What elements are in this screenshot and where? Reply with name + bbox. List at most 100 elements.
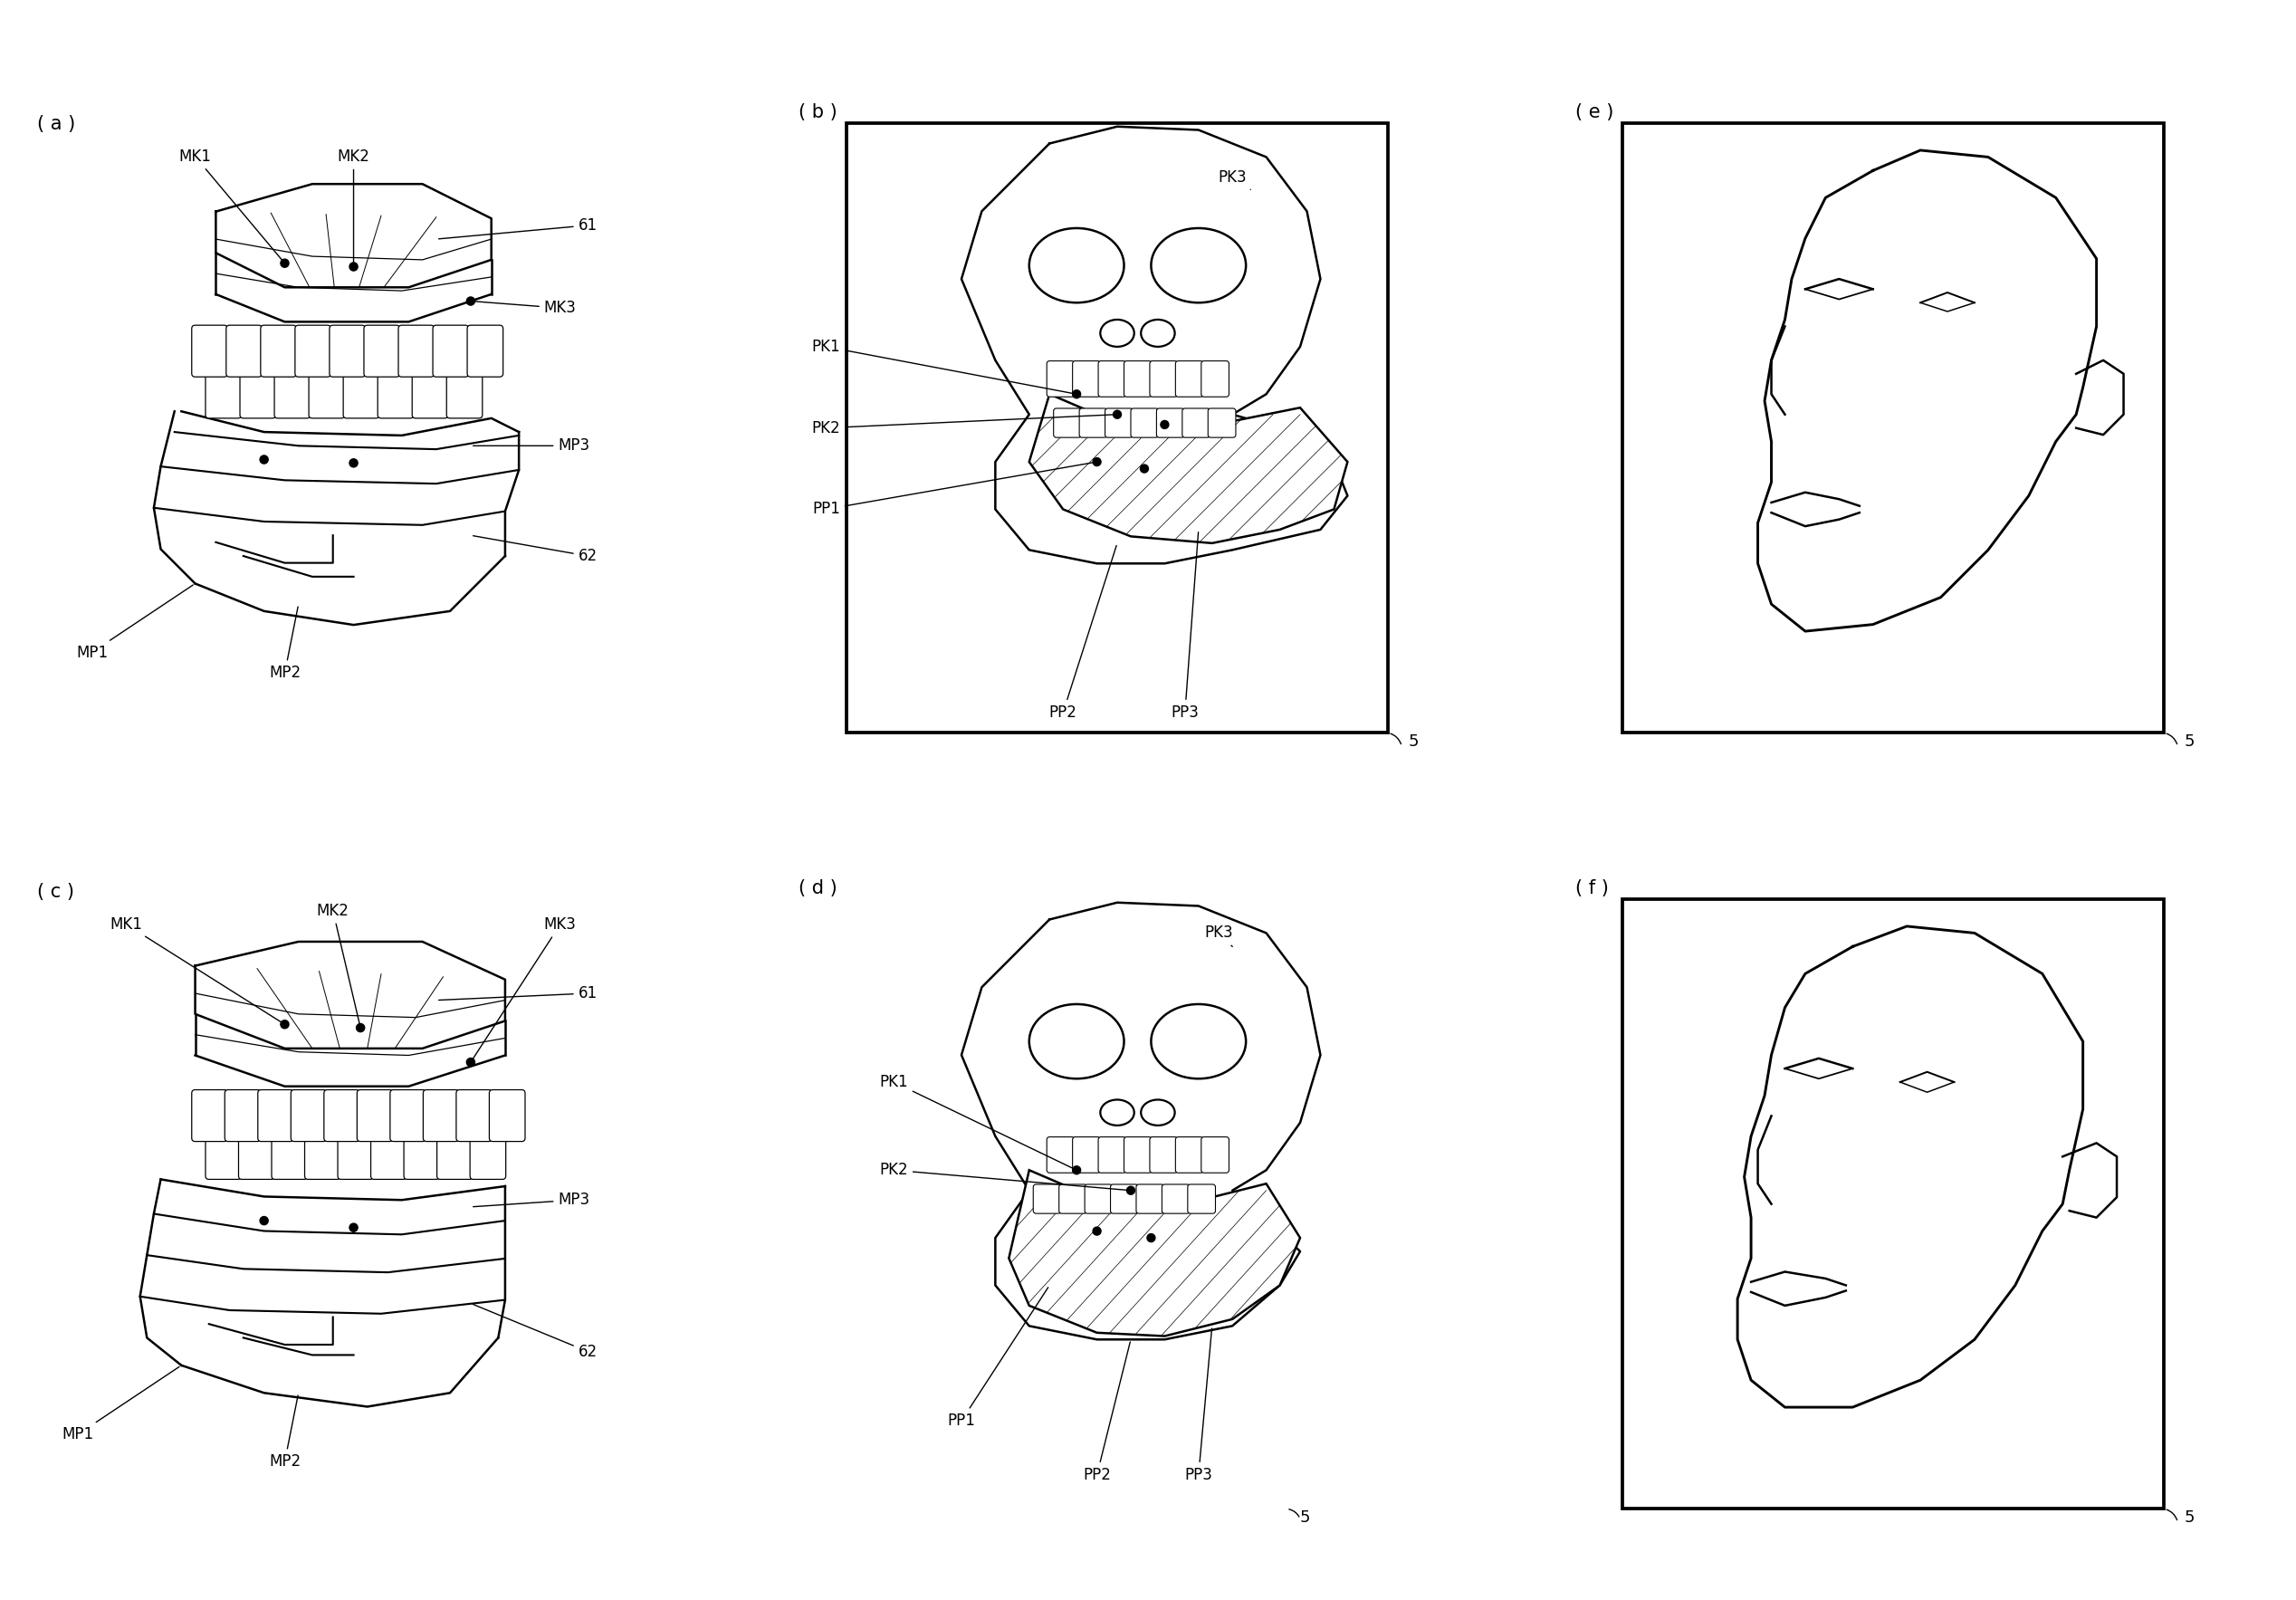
FancyBboxPatch shape <box>1201 1138 1228 1173</box>
FancyBboxPatch shape <box>1047 1138 1075 1173</box>
Text: PK3: PK3 <box>1205 925 1233 947</box>
FancyBboxPatch shape <box>1182 408 1210 437</box>
Text: PP2: PP2 <box>1084 1342 1130 1483</box>
FancyBboxPatch shape <box>344 373 379 418</box>
Text: MK2: MK2 <box>338 149 370 264</box>
FancyBboxPatch shape <box>1157 408 1185 437</box>
Text: PP3: PP3 <box>1171 533 1199 720</box>
FancyBboxPatch shape <box>193 1090 227 1141</box>
Circle shape <box>349 459 358 467</box>
FancyBboxPatch shape <box>457 1090 491 1141</box>
FancyBboxPatch shape <box>1125 1138 1153 1173</box>
FancyBboxPatch shape <box>1130 408 1159 437</box>
Text: 62: 62 <box>473 1304 597 1360</box>
FancyBboxPatch shape <box>308 373 344 418</box>
FancyBboxPatch shape <box>1104 408 1132 437</box>
FancyBboxPatch shape <box>1079 408 1107 437</box>
FancyBboxPatch shape <box>239 373 276 418</box>
FancyBboxPatch shape <box>1111 1184 1139 1213</box>
Text: 5: 5 <box>2183 1510 2195 1526</box>
Text: MP2: MP2 <box>269 1395 301 1470</box>
Circle shape <box>1072 390 1081 398</box>
FancyBboxPatch shape <box>471 1138 505 1179</box>
FancyBboxPatch shape <box>294 325 331 378</box>
FancyBboxPatch shape <box>1084 1184 1114 1213</box>
FancyBboxPatch shape <box>207 373 241 418</box>
Text: 5: 5 <box>2183 734 2195 750</box>
FancyBboxPatch shape <box>1072 362 1100 397</box>
Text: MK3: MK3 <box>473 299 576 317</box>
Text: MP3: MP3 <box>473 438 590 454</box>
FancyBboxPatch shape <box>1187 1184 1215 1213</box>
FancyBboxPatch shape <box>1150 1138 1178 1173</box>
FancyBboxPatch shape <box>1072 1138 1100 1173</box>
Circle shape <box>280 1021 289 1029</box>
Circle shape <box>280 259 289 267</box>
Text: MP1: MP1 <box>62 1366 179 1442</box>
Circle shape <box>356 1024 365 1032</box>
FancyBboxPatch shape <box>432 325 468 378</box>
Ellipse shape <box>1150 1005 1247 1078</box>
Circle shape <box>1159 421 1169 429</box>
FancyBboxPatch shape <box>1097 362 1125 397</box>
FancyBboxPatch shape <box>363 325 400 378</box>
FancyBboxPatch shape <box>1150 362 1178 397</box>
FancyBboxPatch shape <box>1033 1184 1061 1213</box>
FancyBboxPatch shape <box>1137 1184 1164 1213</box>
Ellipse shape <box>1100 1099 1134 1125</box>
FancyBboxPatch shape <box>292 1090 326 1141</box>
Ellipse shape <box>1141 1099 1176 1125</box>
Ellipse shape <box>1141 320 1176 347</box>
Bar <box>847 123 1389 733</box>
Circle shape <box>1093 1227 1102 1235</box>
FancyBboxPatch shape <box>400 325 434 378</box>
Circle shape <box>466 298 475 306</box>
Circle shape <box>259 1216 269 1226</box>
Text: PK1: PK1 <box>879 1074 1075 1170</box>
Bar <box>1623 899 2165 1509</box>
Circle shape <box>349 262 358 270</box>
Text: PP1: PP1 <box>813 462 1095 517</box>
Text: PP1: PP1 <box>948 1288 1049 1429</box>
FancyBboxPatch shape <box>358 1090 393 1141</box>
FancyBboxPatch shape <box>413 373 448 418</box>
Text: MP2: MP2 <box>269 606 301 682</box>
Text: PK3: PK3 <box>1219 170 1251 189</box>
FancyBboxPatch shape <box>257 1090 294 1141</box>
FancyBboxPatch shape <box>436 1138 473 1179</box>
FancyBboxPatch shape <box>445 373 482 418</box>
Text: 5: 5 <box>1407 734 1419 750</box>
Ellipse shape <box>1150 229 1247 302</box>
FancyBboxPatch shape <box>1054 408 1081 437</box>
Text: PP2: PP2 <box>1049 546 1116 720</box>
FancyBboxPatch shape <box>1176 362 1203 397</box>
Circle shape <box>1093 458 1102 466</box>
Circle shape <box>1114 410 1120 419</box>
FancyBboxPatch shape <box>225 1090 262 1141</box>
Circle shape <box>259 456 269 464</box>
FancyBboxPatch shape <box>239 1138 276 1179</box>
Text: ( c ): ( c ) <box>37 883 73 901</box>
Text: 61: 61 <box>439 218 597 238</box>
FancyBboxPatch shape <box>207 1138 241 1179</box>
FancyBboxPatch shape <box>1162 1184 1189 1213</box>
Text: ( d ): ( d ) <box>799 878 838 898</box>
Text: PK1: PK1 <box>813 339 1075 394</box>
Text: PK2: PK2 <box>813 414 1116 437</box>
FancyBboxPatch shape <box>271 1138 308 1179</box>
Text: MK2: MK2 <box>317 902 360 1026</box>
Text: MK1: MK1 <box>110 917 282 1022</box>
FancyBboxPatch shape <box>1201 362 1228 397</box>
FancyBboxPatch shape <box>338 1138 374 1179</box>
Text: ( e ): ( e ) <box>1575 102 1614 122</box>
Circle shape <box>1148 1234 1155 1242</box>
Ellipse shape <box>1029 1005 1125 1078</box>
FancyBboxPatch shape <box>1047 362 1075 397</box>
FancyBboxPatch shape <box>1176 1138 1203 1173</box>
FancyBboxPatch shape <box>377 373 413 418</box>
FancyBboxPatch shape <box>262 325 296 378</box>
Text: 62: 62 <box>473 536 597 565</box>
FancyBboxPatch shape <box>225 325 262 378</box>
FancyBboxPatch shape <box>1208 408 1235 437</box>
FancyBboxPatch shape <box>324 1090 360 1141</box>
